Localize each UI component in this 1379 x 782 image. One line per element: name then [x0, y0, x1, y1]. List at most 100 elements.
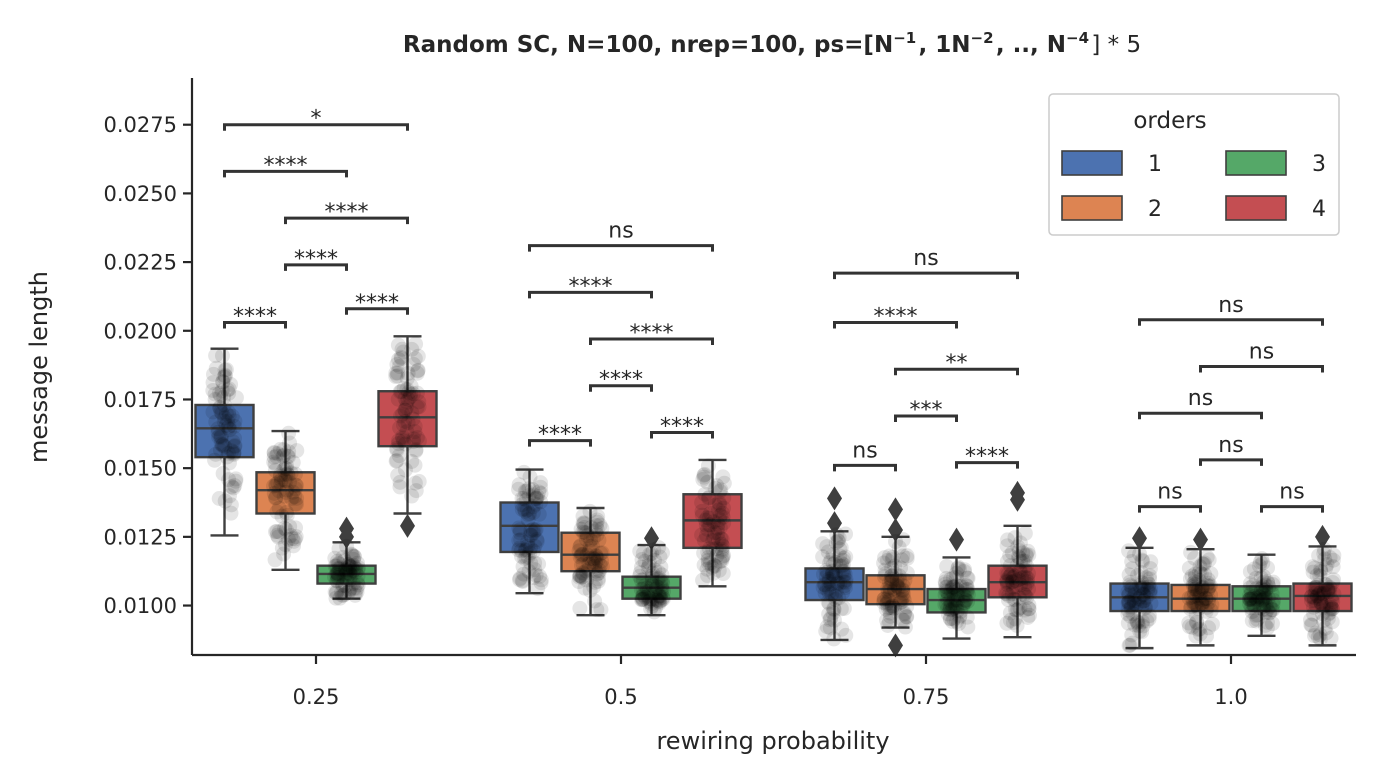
strip-point — [350, 555, 366, 571]
strip-point — [1306, 628, 1322, 644]
significance-label: ** — [946, 351, 968, 376]
strip-point — [1121, 587, 1137, 603]
strip-point — [1122, 608, 1138, 624]
strip-point — [1254, 592, 1270, 608]
strip-point — [826, 568, 842, 584]
x-tick-label: 1.0 — [1214, 685, 1247, 709]
strip-point — [329, 573, 345, 589]
strip-point — [999, 574, 1015, 590]
strip-point — [644, 568, 660, 584]
strip-point — [404, 341, 420, 357]
box-order-1-group-0.25 — [194, 347, 255, 537]
strip-point — [1262, 604, 1278, 620]
strip-point — [340, 562, 356, 578]
strip-point — [584, 538, 600, 554]
strip-point — [950, 561, 966, 577]
strip-point — [1326, 572, 1342, 588]
strip-point — [828, 554, 844, 570]
strip-point — [1009, 617, 1025, 633]
box-order-1-group-0.5 — [499, 464, 560, 597]
strip-point — [213, 436, 229, 452]
strip-point — [1181, 560, 1197, 576]
strip-point — [1312, 591, 1328, 607]
strip-point — [1306, 606, 1322, 622]
strip-point — [1019, 574, 1035, 590]
strip-point — [1305, 581, 1321, 597]
significance-label: **** — [355, 291, 399, 316]
significance-bracket — [589, 384, 653, 392]
strip-point — [715, 469, 731, 485]
strip-point — [329, 565, 345, 581]
strip-point — [954, 578, 970, 594]
strip-point — [1320, 582, 1336, 598]
strip-point — [268, 448, 284, 464]
strip-point — [655, 591, 671, 607]
strip-point — [1312, 631, 1328, 647]
strip-point — [1253, 584, 1269, 600]
strip-point — [519, 483, 535, 499]
strip-point — [1312, 627, 1328, 643]
strip-point — [943, 571, 959, 587]
significance-annotation: **** — [589, 368, 653, 393]
strip-point — [525, 482, 541, 498]
strip-point — [213, 429, 229, 445]
strip-point — [1323, 601, 1339, 617]
strip-point — [1315, 586, 1331, 602]
strip-point — [1203, 566, 1219, 582]
strip-point — [881, 575, 897, 591]
y-tick-label: 0.0100 — [104, 594, 177, 618]
strip-point — [634, 589, 650, 605]
strip-point — [268, 490, 284, 506]
strip-point — [701, 490, 717, 506]
strip-point — [575, 566, 591, 582]
strip-point — [1126, 547, 1142, 563]
strip-point — [1132, 546, 1148, 562]
strip-point — [816, 576, 832, 592]
strip-point — [1258, 582, 1274, 598]
strip-point — [1243, 592, 1259, 608]
strip-point — [330, 567, 346, 583]
strip-point — [882, 605, 898, 621]
strip-point — [338, 563, 354, 579]
strip-point — [521, 481, 537, 497]
strip-point — [576, 515, 592, 531]
strip-point — [1252, 600, 1268, 616]
strip-point — [1203, 603, 1219, 619]
strip-point — [585, 530, 601, 546]
strip-point — [714, 541, 730, 557]
strip-point — [959, 584, 975, 600]
strip-point — [399, 394, 415, 410]
strip-point — [952, 609, 968, 625]
strip-point — [226, 445, 242, 461]
strip-point — [345, 576, 361, 592]
strip-point — [278, 522, 294, 538]
strip-point — [520, 534, 536, 550]
strip-point — [940, 606, 956, 622]
strip-point — [1004, 574, 1020, 590]
strip-point — [1200, 575, 1216, 591]
strip-point — [588, 555, 604, 571]
strip-points — [876, 532, 915, 635]
strip-point — [1326, 586, 1342, 602]
strip-point — [397, 402, 413, 418]
strip-point — [341, 566, 357, 582]
strip-point — [1021, 601, 1037, 617]
strip-point — [1020, 570, 1036, 586]
strip-point — [1194, 596, 1210, 612]
strip-point — [395, 417, 411, 433]
strip-point — [398, 400, 414, 416]
strip-point — [1005, 579, 1021, 595]
strip-point — [953, 603, 969, 619]
strip-point — [591, 565, 607, 581]
strip-point — [704, 559, 720, 575]
strip-point — [942, 593, 958, 609]
strip-point — [641, 554, 657, 570]
strip-point — [224, 443, 240, 459]
strip-point — [641, 558, 657, 574]
strip-point — [1255, 586, 1271, 602]
strip-point — [409, 385, 425, 401]
strip-point — [1019, 590, 1035, 606]
strip-point — [1259, 602, 1275, 618]
strip-point — [706, 514, 722, 530]
strip-point — [406, 431, 422, 447]
